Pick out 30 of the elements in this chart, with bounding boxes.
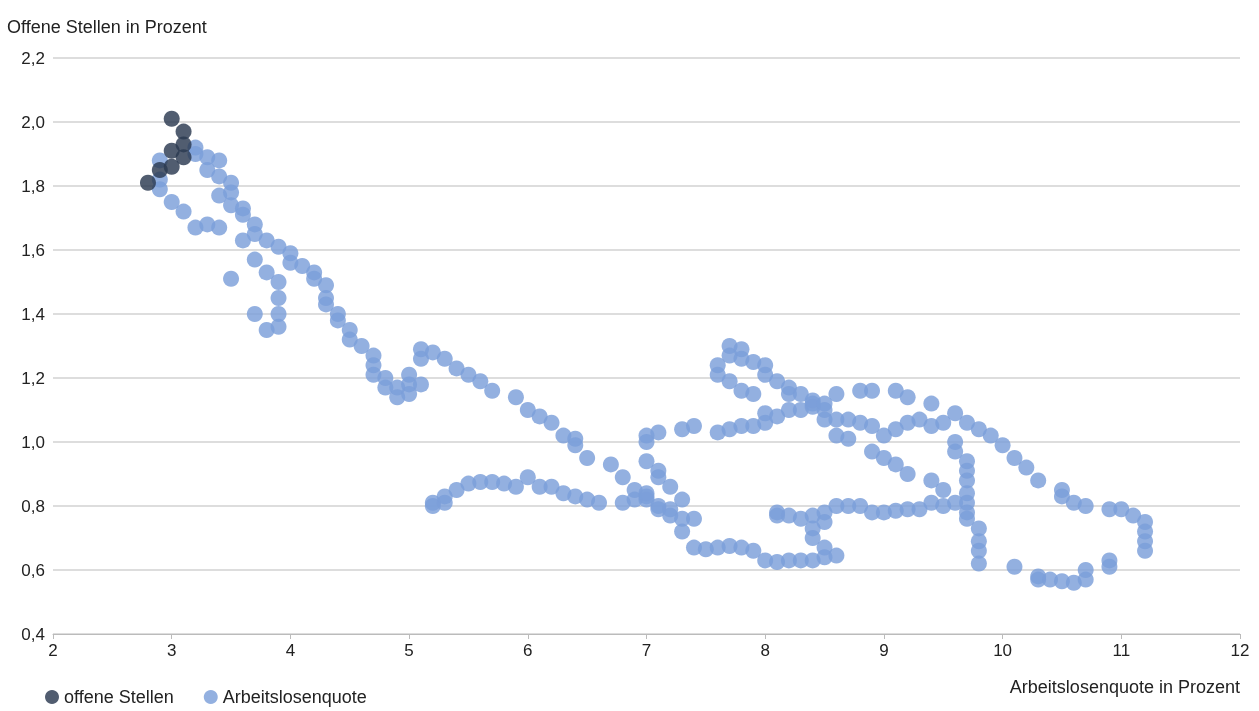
point <box>163 142 180 159</box>
y-tick-label: 2,2 <box>21 48 45 68</box>
x-tick-label: 3 <box>166 641 177 660</box>
point <box>175 149 192 166</box>
point <box>139 174 156 191</box>
x-tick-label: 5 <box>404 641 414 660</box>
x-tick-label: 8 <box>760 641 770 660</box>
x-tick-label: 4 <box>285 641 296 660</box>
y-tick-label: 1,4 <box>21 304 45 324</box>
x-tick-label: 2 <box>48 641 58 660</box>
y-tick-label: 2,0 <box>21 112 45 132</box>
point <box>163 158 180 175</box>
y-tick-label: 1,8 <box>21 176 45 196</box>
legend-label: offene Stellen <box>64 687 174 707</box>
y-tick-label: 0,6 <box>21 560 45 580</box>
x-tick-label: 12 <box>1230 641 1250 660</box>
x-tick-label: 6 <box>523 641 533 660</box>
y-axis-title: Offene Stellen in Prozent <box>7 17 207 37</box>
x-axis-title: Arbeitslosenquote in Prozent <box>1009 677 1240 697</box>
point <box>163 110 180 127</box>
y-tick-label: 1,6 <box>21 240 45 260</box>
x-tick-label: 10 <box>993 641 1013 660</box>
x-tick-label: 11 <box>1112 641 1131 660</box>
y-tick-label: 1,0 <box>21 432 45 452</box>
y-tick-label: 0,8 <box>21 496 45 516</box>
x-tick-label: 9 <box>879 641 889 660</box>
y-tick-label: 1,2 <box>21 368 45 388</box>
x-tick-label: 7 <box>641 641 652 660</box>
y-tick-label: 0,4 <box>21 624 45 644</box>
legend-label: Arbeitslosenquote <box>222 687 367 707</box>
